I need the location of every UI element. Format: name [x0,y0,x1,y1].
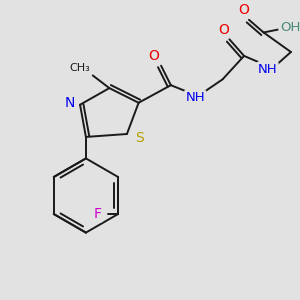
Text: O: O [238,3,250,17]
Text: CH₃: CH₃ [70,63,90,73]
Text: O: O [218,22,229,37]
Text: OH: OH [280,21,300,34]
Text: O: O [148,49,159,63]
Text: S: S [135,131,144,145]
Text: NH: NH [185,92,205,104]
Text: F: F [94,207,101,221]
Text: N: N [65,96,76,110]
Text: NH: NH [258,63,277,76]
